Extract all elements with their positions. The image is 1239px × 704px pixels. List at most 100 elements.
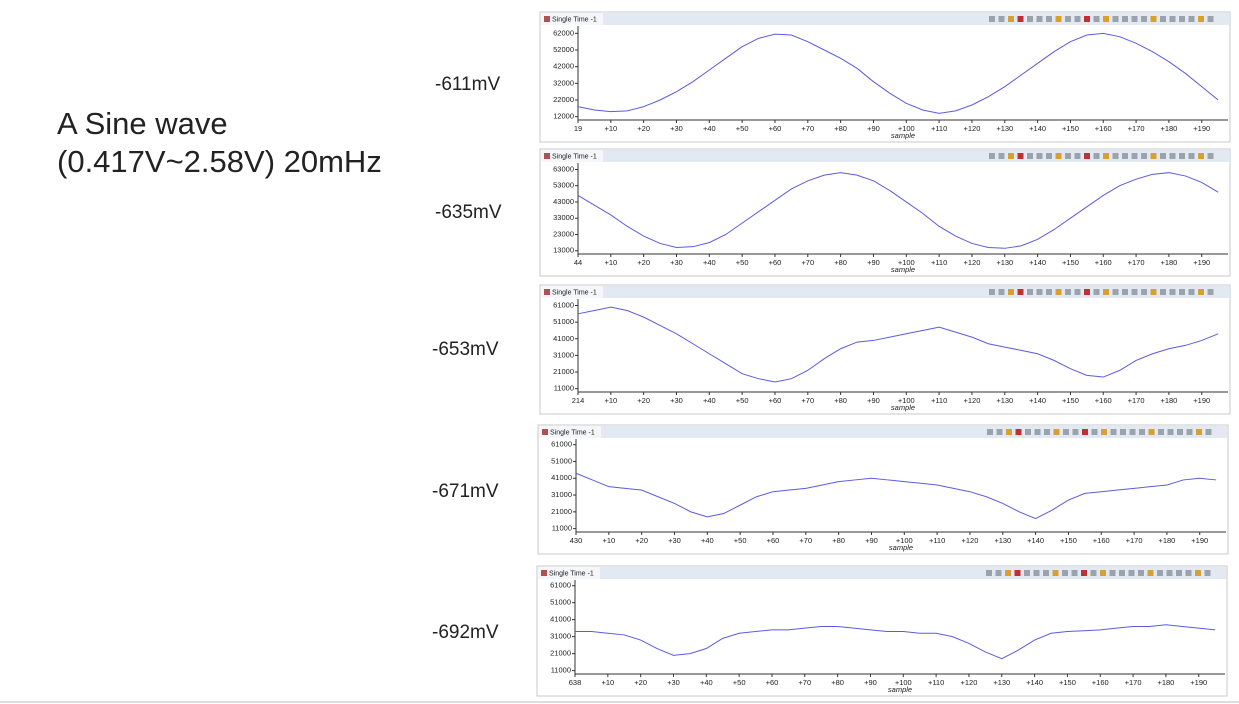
toolbar-icon: [1093, 16, 1100, 22]
toolbar-icon: [1082, 429, 1088, 435]
heading-line: A Sine wave: [57, 106, 228, 141]
toolbar-icon: [1093, 153, 1100, 159]
toolbar-icon: [1034, 429, 1041, 435]
x-tick-label: +60: [767, 536, 780, 545]
toolbar-icon: [1006, 429, 1012, 435]
y-tick-label: 61000: [550, 581, 571, 590]
toolbar-icon: [1036, 153, 1043, 159]
toolbar-icon: [1129, 429, 1136, 435]
x-axis-label: sample: [889, 543, 913, 552]
toolbar-icon: [1147, 570, 1154, 576]
toolbar-icon: [1169, 16, 1176, 22]
y-tick-label: 13000: [553, 246, 574, 255]
x-tick-label: +40: [703, 124, 716, 133]
x-tick-label: +80: [831, 678, 844, 687]
x-tick-label: 430: [570, 536, 583, 545]
toolbar-icon: [1090, 570, 1097, 576]
x-tick-label: 638: [569, 678, 582, 687]
x-tick-label: +170: [1128, 396, 1145, 405]
heading-line: (0.417V~2.58V) 20mHz: [57, 144, 382, 179]
toolbar-icon: [1204, 570, 1211, 576]
toolbar-icon: [1005, 570, 1011, 576]
x-tick-label: +100: [898, 258, 915, 267]
y-tick-label: 41000: [550, 615, 571, 624]
y-tick-label: 21000: [551, 507, 572, 516]
x-tick-label: +170: [1128, 258, 1145, 267]
x-tick-label: +30: [670, 258, 683, 267]
toolbar-icon: [987, 429, 993, 435]
x-tick-label: +130: [993, 678, 1010, 687]
toolbar-icon: [1198, 16, 1204, 22]
toolbar-icon: [989, 289, 995, 295]
x-tick-label: +20: [637, 396, 650, 405]
chart-title: Single Time -1: [549, 570, 594, 577]
x-tick-label: +160: [1093, 536, 1110, 545]
y-tick-label: 61000: [553, 300, 574, 309]
data-line: [575, 472, 1217, 520]
chart-title: Single Time -1: [550, 429, 595, 436]
x-tick-label: +50: [734, 536, 747, 545]
x-tick-label: +130: [996, 124, 1013, 133]
toolbar-icon: [1046, 16, 1052, 22]
x-tick-label: +160: [1095, 124, 1112, 133]
x-tick-label: +150: [1060, 536, 1077, 545]
toolbar-icon: [1119, 570, 1125, 576]
toolbar-icon: [1017, 16, 1024, 22]
y-tick-label: 31000: [551, 490, 572, 499]
tab: [541, 286, 603, 298]
toolbar-icon: [1062, 570, 1068, 576]
x-tick-label: +150: [1059, 678, 1076, 687]
toolbar-icon: [1141, 289, 1147, 295]
x-tick-label: +20: [637, 124, 650, 133]
x-tick-label: +180: [1158, 536, 1175, 545]
x-tick-label: +180: [1160, 124, 1177, 133]
x-tick-label: +190: [1193, 124, 1210, 133]
x-tick-label: +180: [1160, 258, 1177, 267]
x-tick-label: +40: [701, 536, 714, 545]
toolbar-icon: [1148, 429, 1155, 435]
toolbar-icon: [1176, 570, 1182, 576]
toolbar-icon: [1160, 153, 1166, 159]
toolbar-icon: [989, 16, 995, 22]
x-tick-label: +100: [895, 678, 912, 687]
toolbar-icon: [1072, 429, 1079, 435]
x-tick-label: +120: [963, 396, 980, 405]
x-tick-label: 214: [572, 396, 585, 405]
x-tick-label: +80: [834, 124, 847, 133]
toolbar-icon: [1027, 16, 1033, 22]
x-tick-label: +180: [1157, 678, 1174, 687]
x-tick-label: +190: [1193, 258, 1210, 267]
toolbar-icon: [998, 16, 1005, 22]
x-axis-label: sample: [891, 265, 915, 274]
x-tick-label: +160: [1095, 258, 1112, 267]
x-tick-label: +70: [798, 678, 811, 687]
x-tick-label: +110: [929, 536, 945, 545]
x-tick-label: +120: [963, 124, 980, 133]
toolbar-icon: [1185, 570, 1192, 576]
x-tick-label: +90: [867, 124, 880, 133]
x-axis-label: sample: [891, 131, 915, 140]
toolbar-icon: [1015, 429, 1022, 435]
toolbar-icon: [1025, 429, 1031, 435]
x-tick-label: +80: [832, 536, 845, 545]
toolbar-icon: [1179, 153, 1185, 159]
toolbar-icon: [1074, 153, 1081, 159]
toolbar-icon: [1177, 429, 1183, 435]
annotation: -671mV: [432, 481, 499, 502]
x-tick-label: +120: [960, 678, 977, 687]
x-tick-label: +190: [1193, 396, 1210, 405]
toolbar-icon: [1074, 16, 1081, 22]
toolbar-icon: [1008, 289, 1014, 295]
toolbar-icon: [1093, 289, 1100, 295]
toolbar-icon: [1188, 153, 1195, 159]
x-tick-label: +50: [736, 258, 749, 267]
x-tick-label: +140: [1029, 258, 1046, 267]
y-tick-label: 52000: [553, 45, 574, 54]
x-tick-label: +30: [670, 396, 683, 405]
x-tick-label: +90: [865, 536, 878, 545]
tab: [538, 567, 600, 579]
x-tick-label: +140: [1027, 536, 1044, 545]
toolbar-icon: [1112, 16, 1119, 22]
x-tick-label: +10: [604, 396, 617, 405]
x-tick-label: +150: [1062, 124, 1079, 133]
